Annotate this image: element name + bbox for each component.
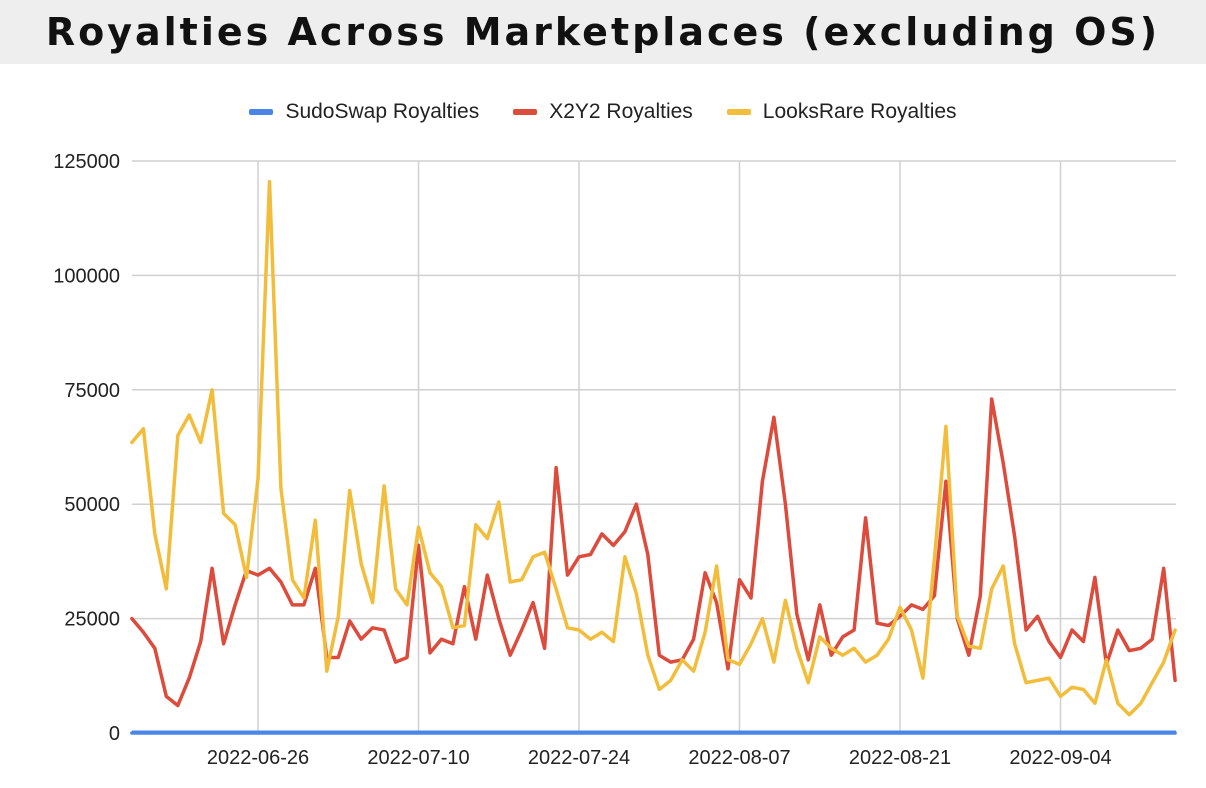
- chart-legend: SudoSwap Royalties X2Y2 Royalties LooksR…: [0, 96, 1206, 128]
- legend-item-sudoswap: SudoSwap Royalties: [249, 100, 479, 124]
- legend-label-looksrare: LooksRare Royalties: [762, 100, 957, 123]
- legend-swatch-looksrare: [726, 109, 751, 115]
- x-tick-label: 2022-08-21: [849, 747, 951, 769]
- x-tick-label: 2022-09-04: [1009, 747, 1111, 769]
- y-tick-label: 125000: [53, 151, 120, 173]
- y-tick-label: 25000: [64, 609, 120, 631]
- legend-swatch-x2y2: [513, 109, 538, 115]
- x-tick-label: 2022-06-26: [207, 747, 309, 769]
- x-tick-label: 2022-07-10: [367, 747, 469, 769]
- y-tick-label: 50000: [64, 494, 120, 516]
- series-line-x2y2: [130, 397, 1177, 708]
- legend-item-looksrare: LooksRare Royalties: [726, 100, 957, 124]
- y-tick-label: 100000: [53, 265, 120, 287]
- y-tick-label: 75000: [64, 380, 120, 402]
- legend-swatch-sudoswap: [249, 109, 274, 115]
- x-tick-label: 2022-08-07: [688, 747, 790, 769]
- series-line-looksrare: [130, 179, 1177, 717]
- y-tick-label: 0: [109, 723, 120, 745]
- legend-label-sudoswap: SudoSwap Royalties: [285, 100, 480, 123]
- title-bar: Royalties Across Marketplaces (excluding…: [0, 0, 1206, 64]
- legend-item-x2y2: X2Y2 Royalties: [513, 100, 693, 124]
- chart-title: Royalties Across Marketplaces (excluding…: [45, 10, 1161, 54]
- x-tick-label: 2022-07-24: [528, 747, 630, 769]
- legend-label-x2y2: X2Y2 Royalties: [549, 100, 693, 123]
